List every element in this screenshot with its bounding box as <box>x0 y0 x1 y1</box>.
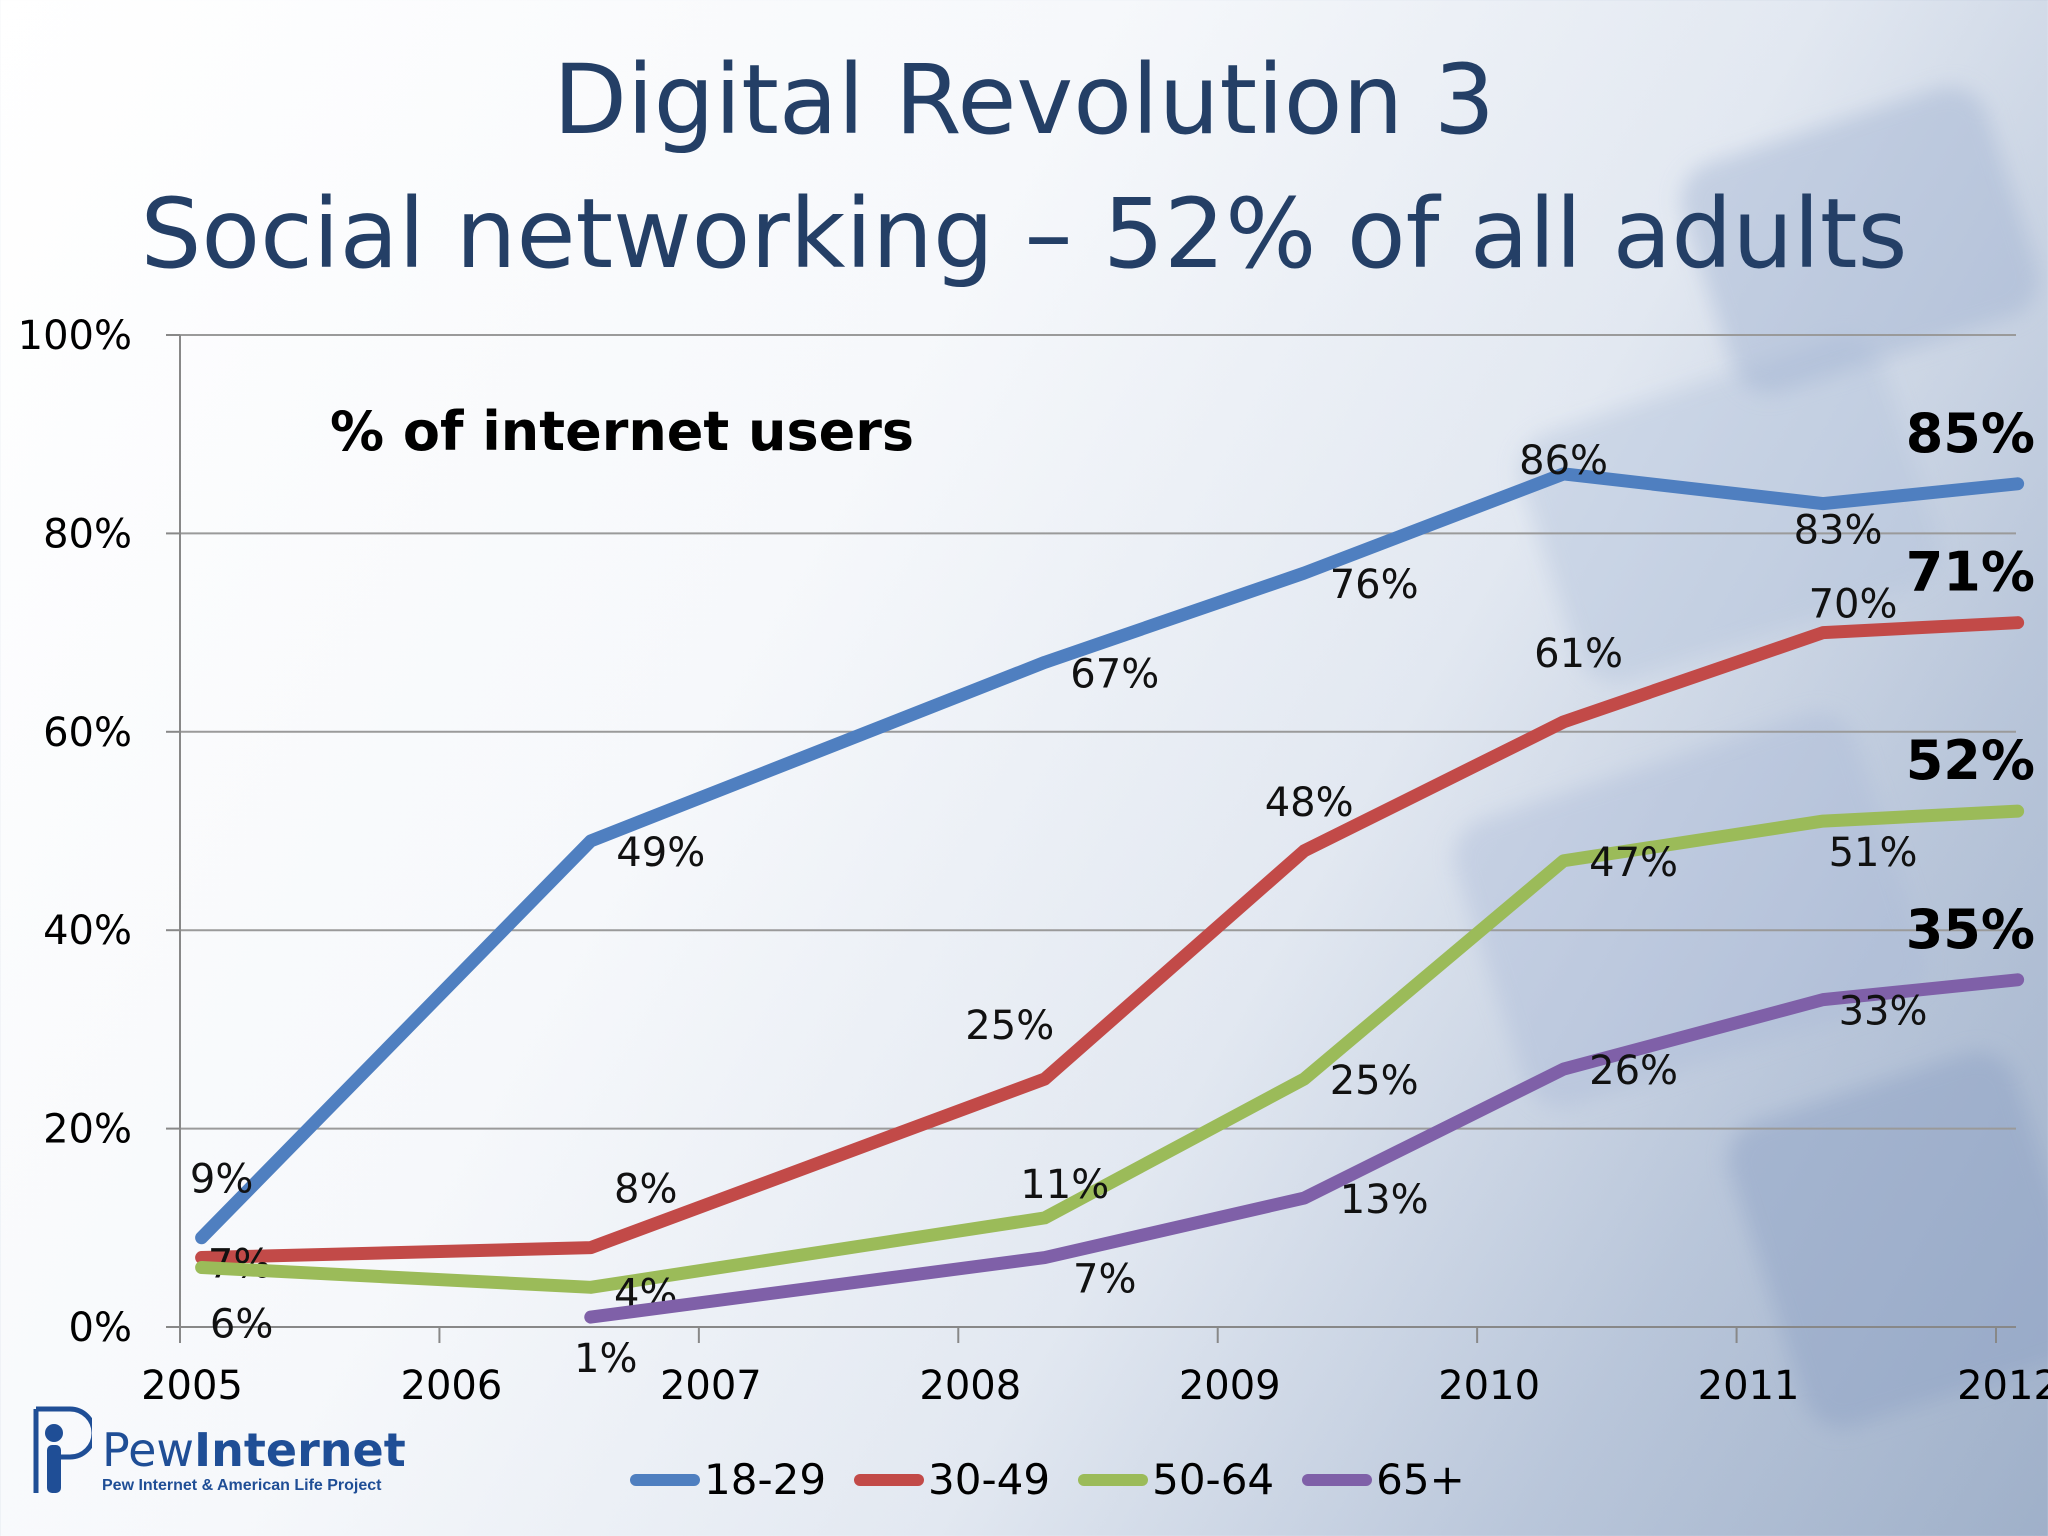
data-point-50-64 <box>1043 1216 1046 1219</box>
slide-title-line-2: Social networking – 52% of all adults <box>140 178 1908 290</box>
x-tick-label: 2011 <box>1698 1363 1800 1409</box>
data-point-65+ <box>589 1316 592 1319</box>
legend-swatch-18-29 <box>630 1473 700 1486</box>
series-line-50-64 <box>195 804 2025 1294</box>
legend-label-18-29: 18-29 <box>704 1455 827 1504</box>
legend-item-18-29: 18-29 <box>630 1455 826 1504</box>
x-tick-label: 2006 <box>401 1363 503 1409</box>
data-label-30-49: 70% <box>1809 582 1898 628</box>
data-point-30-49 <box>2016 621 2019 624</box>
data-label-30-49: 61% <box>1534 631 1623 677</box>
data-point-18-29 <box>1562 472 1565 475</box>
data-point-18-29 <box>1043 661 1046 664</box>
data-label-65+: 7% <box>1073 1257 1136 1303</box>
data-label-18-29: 86% <box>1519 438 1608 484</box>
data-label-65+: 1% <box>574 1336 637 1382</box>
data-label-50-64: 11% <box>1020 1162 1109 1208</box>
logo-subtitle: Pew Internet & American Life Project <box>102 1477 382 1494</box>
data-label-30-49: 25% <box>965 1003 1054 1049</box>
data-label-30-49: 48% <box>1265 780 1354 826</box>
x-tick-label: 2008 <box>919 1363 1021 1409</box>
y-tick-label: 40% <box>43 908 132 954</box>
legend-swatch-50-64 <box>1078 1473 1149 1486</box>
legend-item-65-plus: 65+ <box>1302 1455 1465 1504</box>
data-point-65+ <box>1562 1068 1565 1071</box>
data-point-30-49 <box>1303 849 1306 852</box>
x-tick-label: 2007 <box>660 1363 762 1409</box>
data-point-50-64 <box>200 1266 203 1269</box>
legend-swatch-65-plus <box>1302 1473 1373 1486</box>
y-tick-label: 100% <box>18 313 132 359</box>
data-point-50-64 <box>1562 859 1565 862</box>
data-label-18-29: 83% <box>1794 508 1883 554</box>
x-tick-label: 2012 <box>1957 1363 2048 1409</box>
data-label-50-64: 6% <box>210 1301 273 1347</box>
y-tick-label: 0% <box>69 1305 132 1351</box>
chart-legend: 18-29 30-49 50-64 65+ <box>630 1455 1465 1504</box>
data-label-18-29: 9% <box>190 1157 253 1203</box>
data-point-30-49 <box>200 1256 203 1259</box>
end-value-label-50-64: 52% <box>1906 729 2035 792</box>
data-label-18-29: 49% <box>616 830 705 876</box>
data-point-50-64 <box>1822 820 1825 823</box>
data-label-50-64: 47% <box>1589 840 1678 886</box>
data-point-18-29 <box>200 1236 203 1239</box>
x-tick-label: 2009 <box>1179 1363 1281 1409</box>
y-tick-label: 80% <box>43 511 132 557</box>
data-label-18-29: 76% <box>1330 562 1419 608</box>
data-point-65+ <box>2016 978 2019 981</box>
data-point-18-29 <box>2016 482 2019 485</box>
end-value-label-18-29: 85% <box>1906 402 2035 465</box>
data-point-30-49 <box>1822 631 1825 634</box>
pew-logo-icon <box>33 1406 92 1493</box>
series-line-65+ <box>584 973 2025 1324</box>
logo-name-part-1: Pew <box>102 1423 195 1477</box>
data-point-65+ <box>1303 1197 1306 1200</box>
data-label-65+: 13% <box>1340 1177 1429 1223</box>
y-tick-label: 20% <box>43 1107 132 1153</box>
data-label-50-64: 51% <box>1829 830 1918 876</box>
data-point-50-64 <box>589 1286 592 1289</box>
series-line-18-29 <box>195 467 2025 1245</box>
data-point-65+ <box>1822 998 1825 1001</box>
legend-label-65-plus: 65+ <box>1376 1455 1465 1504</box>
pew-internet-logo: PewInternet Pew Internet & American Life… <box>30 1405 406 1497</box>
end-value-label-30-49: 71% <box>1906 541 2035 604</box>
data-label-65+: 26% <box>1589 1048 1678 1094</box>
legend-item-30-49: 30-49 <box>854 1455 1050 1504</box>
data-point-50-64 <box>2016 810 2019 813</box>
legend-label-50-64: 50-64 <box>1152 1455 1275 1504</box>
data-point-18-29 <box>1822 502 1825 505</box>
end-value-label-65+: 35% <box>1906 898 2035 961</box>
y-tick-label: 60% <box>43 710 132 756</box>
legend-swatch-30-49 <box>854 1473 925 1486</box>
slide-title-line-1: Digital Revolution 3 <box>553 44 1495 156</box>
data-point-50-64 <box>1303 1078 1306 1080</box>
x-tick-label: 2010 <box>1438 1363 1540 1409</box>
series-line-30-49 <box>195 616 2025 1265</box>
chart-note: % of internet users <box>330 400 914 463</box>
data-point-30-49 <box>1043 1078 1046 1080</box>
legend-item-50-64: 50-64 <box>1078 1455 1274 1504</box>
data-point-18-29 <box>589 839 592 842</box>
data-label-18-29: 67% <box>1070 651 1159 697</box>
legend-label-30-49: 30-49 <box>928 1455 1051 1504</box>
data-point-65+ <box>1043 1256 1046 1259</box>
x-tick-label: 2005 <box>141 1363 243 1409</box>
data-point-30-49 <box>1562 720 1565 723</box>
data-label-50-64: 25% <box>1330 1058 1419 1104</box>
data-label-30-49: 8% <box>614 1167 677 1213</box>
data-point-30-49 <box>589 1246 592 1249</box>
data-label-65+: 33% <box>1839 989 1928 1035</box>
data-point-18-29 <box>1303 572 1306 575</box>
logo-name-part-2: Internet <box>194 1423 406 1477</box>
